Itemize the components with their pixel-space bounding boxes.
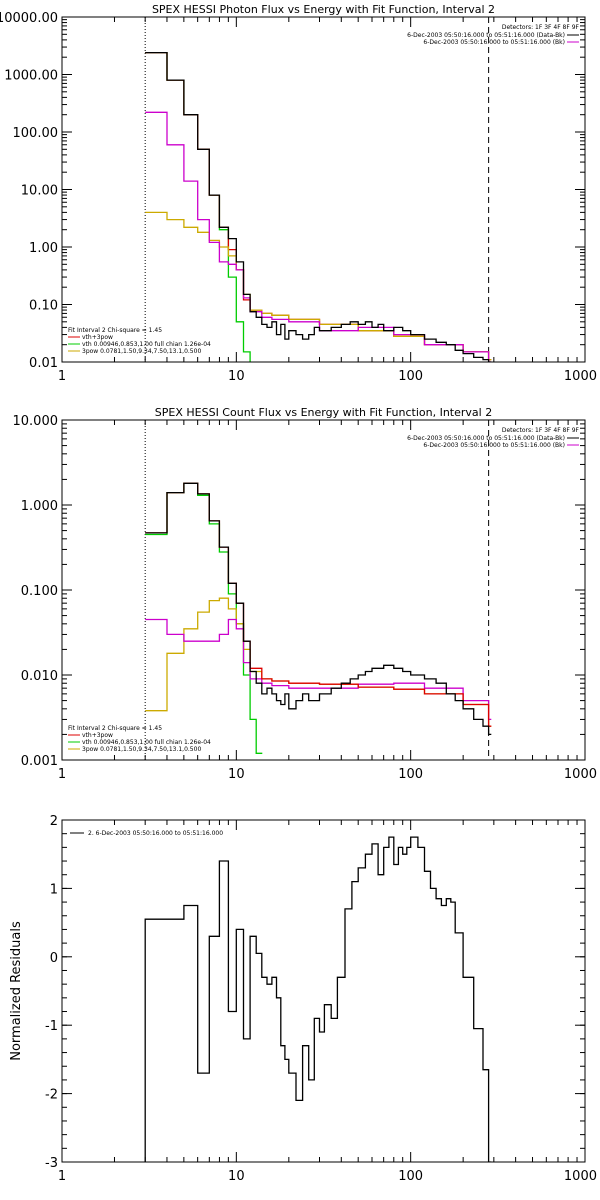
- x-tick-label: 1000: [564, 767, 597, 782]
- y-tick-label: 0: [50, 951, 58, 966]
- legend-entry-label: vth+3pow: [82, 334, 113, 341]
- y-tick-label: -2: [45, 1088, 58, 1103]
- plot-frame: [61, 819, 586, 1163]
- y-tick-label: -1: [45, 1019, 58, 1034]
- y-tick-label: 10.00: [21, 184, 58, 199]
- series-line-4: [145, 482, 492, 736]
- x-tick-label: 10: [228, 1169, 245, 1184]
- y-tick-label: 1: [50, 882, 58, 897]
- y-tick-label: 10.000: [13, 414, 59, 429]
- legend-entry-label: 6-Dec-2003 05:50:16.000 to 05:51:16.000 …: [407, 32, 565, 39]
- y-axis: 0.001 0.010 0.100 1.000 10.000: [13, 414, 585, 769]
- y-tick-label: 0.10: [29, 299, 58, 314]
- legend-bottom-left: Fit Interval 2 Chi-square = 1.45vth+3pow…: [68, 725, 211, 753]
- legend-header: Detectors: 1F 3F 4F 8F 9F: [502, 24, 580, 31]
- legend-entry-label: 6-Dec-2003 05:50:16.000 to 05:51:16.000 …: [423, 442, 565, 449]
- series-group: [145, 482, 492, 754]
- x-tick-label: 10: [228, 767, 245, 782]
- series-line-0: [144, 836, 492, 1162]
- legend-entry-label: 3pow 0.0781,1.50,9.34,7.50,13.1,0.500: [82, 746, 201, 753]
- legend-header: Fit Interval 2 Chi-square = 1.45: [68, 725, 162, 732]
- y-tick-label: 0.001: [21, 754, 58, 769]
- y-axis-label: Normalized Residuals: [9, 921, 24, 1061]
- y-tick-label: 2: [50, 814, 58, 829]
- x-tick-label: 100: [398, 767, 423, 782]
- y-tick-label: 1.00: [29, 241, 58, 256]
- plot-frame: [61, 16, 586, 363]
- legend-entry-label: 6-Dec-2003 05:50:16.000 to 05:51:16.000 …: [423, 39, 565, 46]
- count-flux-panel: SPEX HESSI Count Flux vs Energy with Fit…: [13, 406, 598, 782]
- photon-flux-panel: SPEX HESSI Photon Flux vs Energy with Fi…: [0, 3, 597, 384]
- series-line-2: [145, 211, 492, 361]
- y-tick-label: 1.000: [21, 499, 58, 514]
- chart-title: SPEX HESSI Photon Flux vs Energy with Fi…: [152, 3, 495, 16]
- x-tick-label: 100: [398, 1169, 423, 1184]
- y-tick-label: 100.00: [13, 126, 59, 141]
- legend-top-left: 2. 6-Dec-2003 05:50:16.000 to 05:51:16.0…: [70, 830, 223, 837]
- x-tick-label: 1000: [564, 369, 597, 384]
- y-tick-label: 1000.00: [4, 69, 58, 84]
- series-group: [145, 51, 492, 362]
- y-tick-label: 0.010: [21, 669, 58, 684]
- legend-entry-label: vth+3pow: [82, 732, 113, 739]
- legend-bottom-left: Fit Interval 2 Chi-square = 1.45vth+3pow…: [68, 327, 211, 355]
- series-group: [144, 836, 492, 1162]
- y-tick-label: 0.100: [21, 584, 58, 599]
- legend-header: Detectors: 1F 3F 4F 8F 9F: [502, 427, 580, 434]
- legend-top-right: Detectors: 1F 3F 4F 8F 9F6-Dec-2003 05:5…: [407, 24, 579, 46]
- plot-frame: [61, 419, 586, 761]
- y-tick-label: 10000.00: [0, 11, 58, 26]
- x-tick-label: 10: [228, 369, 245, 384]
- legend-entry-label: vth 0.00946,0.853,1.00 full chian 1.26e-…: [82, 341, 211, 348]
- x-axis: 1 10 100 1000: [58, 420, 597, 782]
- legend-entry-label: 3pow 0.0781,1.50,9.34,7.50,13.1,0.500: [82, 348, 201, 355]
- legend-entry-label: vth 0.00946,0.853,1.00 full chian 1.26e-…: [82, 739, 211, 746]
- y-tick-label: -3: [45, 1156, 58, 1171]
- x-tick-label: 1: [58, 767, 66, 782]
- legend-entry-label: 2. 6-Dec-2003 05:50:16.000 to 05:51:16.0…: [88, 830, 223, 837]
- x-tick-label: 1000: [564, 1169, 597, 1184]
- series-line-4: [145, 51, 492, 362]
- y-tick-label: 0.01: [29, 356, 58, 371]
- legend-header: Fit Interval 2 Chi-square = 1.45: [68, 327, 162, 334]
- x-tick-label: 1: [58, 369, 66, 384]
- x-tick-label: 1: [58, 1169, 66, 1184]
- residuals-panel: 1 10 100 1000 -3 -2 -1 0 1 2 Normalized Residuals 2…: [9, 814, 597, 1184]
- x-tick-label: 100: [398, 369, 423, 384]
- y-axis: 0.01 0.10 1.00 10.00 100.00 1000.00 10000.00: [0, 11, 585, 371]
- legend-entry-label: 6-Dec-2003 05:50:16.000 to 05:51:16.000 …: [407, 435, 565, 442]
- chart-title: SPEX HESSI Count Flux vs Energy with Fit…: [155, 406, 492, 419]
- y-axis: -3 -2 -1 0 1 2: [45, 814, 585, 1171]
- legend-top-right: Detectors: 1F 3F 4F 8F 9F6-Dec-2003 05:5…: [407, 427, 579, 449]
